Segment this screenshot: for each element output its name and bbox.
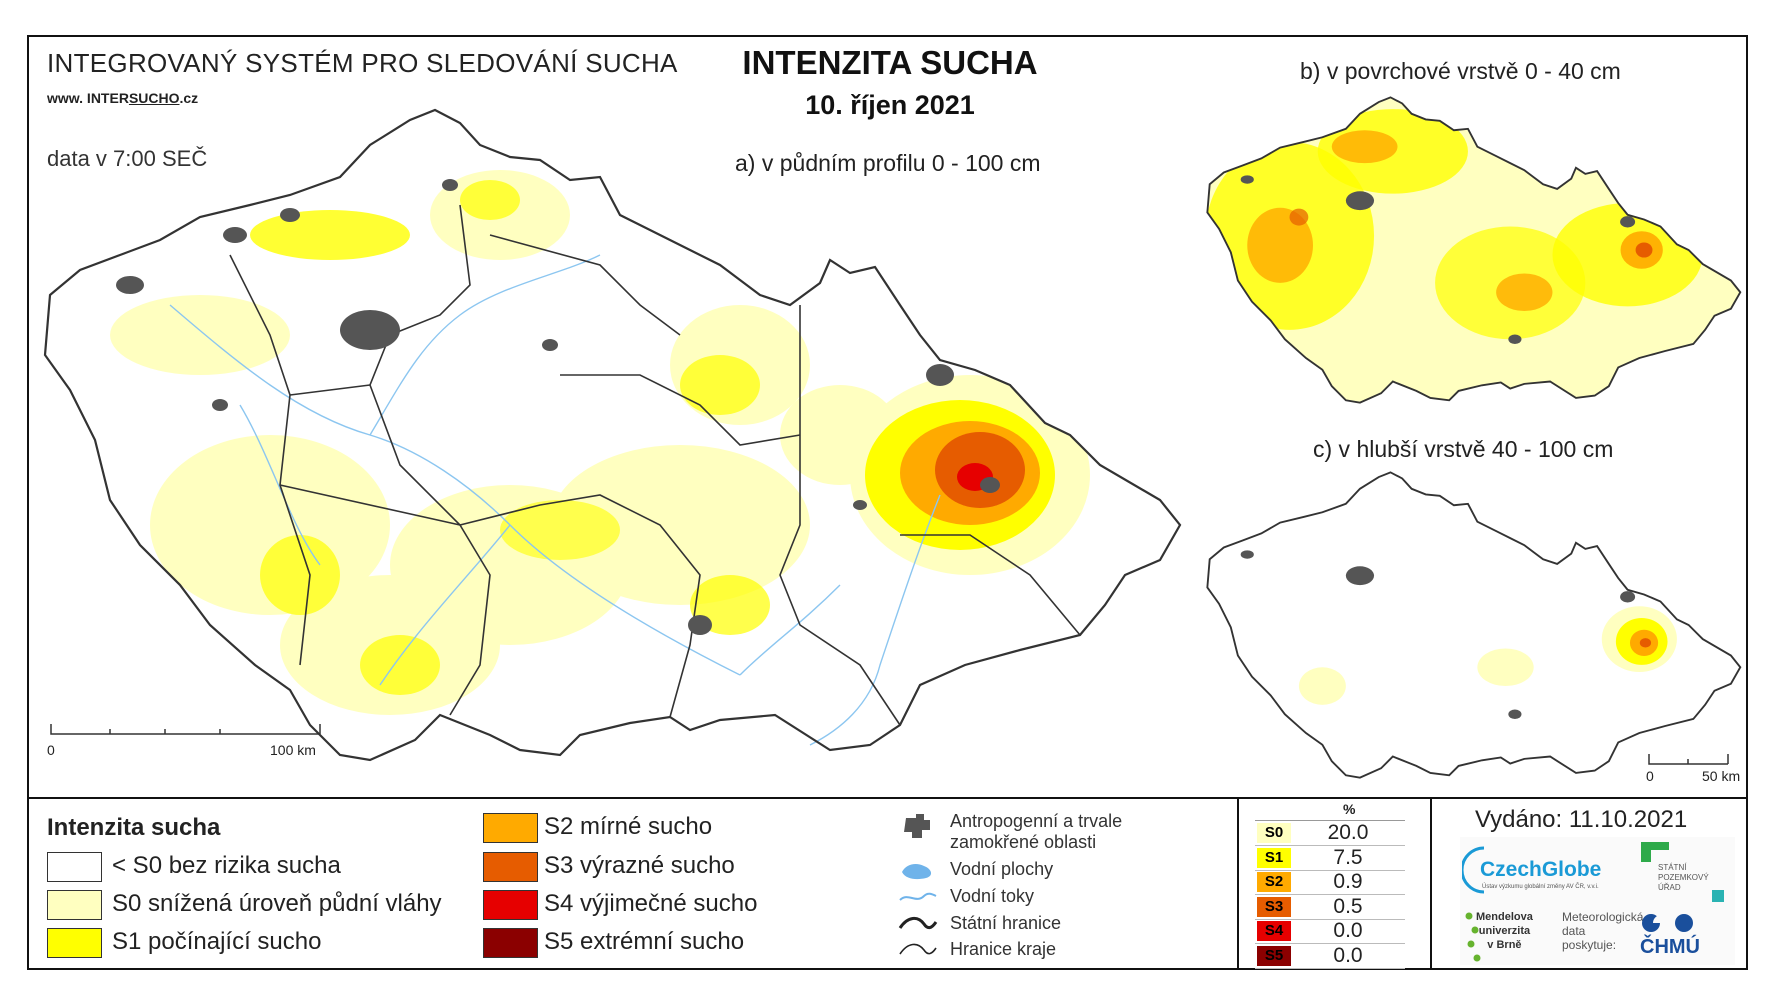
percent-value-s1: 7.5 [1333, 845, 1363, 869]
meteo-line-3: poskytuje: [1562, 938, 1617, 952]
swatch-s2 [483, 813, 538, 843]
scale-bar-main [50, 724, 321, 735]
drought-map-main [43, 108, 1182, 762]
drought-map-surface [1206, 96, 1742, 404]
water-body-icon [902, 864, 932, 880]
urban-area-icon [904, 814, 930, 838]
map-b-label: b) v povrchové vrstvě 0 - 40 cm [1300, 58, 1621, 84]
spu-logo-square [1712, 890, 1724, 902]
map-c-label: c) v hlubší vrstvě 40 - 100 cm [1313, 436, 1614, 462]
percent-code-s1: S1 [1257, 847, 1291, 868]
percent-row-s0: S0 20.0 [1255, 821, 1405, 846]
percent-value-s5: 0.0 [1333, 943, 1363, 967]
scale-small-zero: 0 [1646, 768, 1654, 784]
swatch-s3 [483, 852, 538, 882]
rivers [169, 254, 941, 746]
percent-row-s3: S3 0.5 [1255, 895, 1405, 920]
chmu-name: ČHMÚ [1640, 936, 1700, 958]
mendel-logo-dots [1465, 912, 1481, 962]
meteo-line-1: Meteorologická [1562, 910, 1644, 924]
legend-label-s1: S1 počínající sucho [112, 928, 322, 955]
swatch-below-s0 [47, 852, 102, 882]
percent-row-s5: S5 0.0 [1255, 944, 1405, 969]
legend-label-s2: S2 mírné sucho [544, 813, 713, 840]
legend-title: Intenzita sucha [47, 814, 221, 841]
legend-label-s3: S3 výrazné sucho [544, 852, 735, 879]
region-borders [229, 204, 1081, 726]
spu-line-2: POZEMKOVÝ [1658, 873, 1709, 882]
spu-line-3: ÚŘAD [1658, 883, 1681, 892]
percent-code-s2: S2 [1257, 872, 1291, 892]
spu-text: STÁTNÍ POZEMKOVÝ ÚŘAD [1658, 863, 1709, 893]
czechglobe-logo [1462, 846, 1485, 894]
scale-bar-small [1648, 754, 1729, 765]
legend-label-s0: S0 snížená úroveň půdní vláhy [112, 890, 442, 917]
swatch-s0 [47, 890, 102, 920]
symbol-rivers: Vodní toky [950, 886, 1035, 906]
symbol-state-border: Státní hranice [950, 913, 1062, 933]
swatch-s5 [483, 928, 538, 958]
percent-code-s5: S5 [1257, 945, 1291, 966]
data-time: data v 7:00 SEČ [47, 146, 208, 171]
mendel-line-2: univerzita [1478, 925, 1531, 937]
mendel-line-3: v Brně [1487, 939, 1522, 951]
percent-header: % [1343, 801, 1356, 817]
percent-row-s4: S4 0.0 [1255, 919, 1405, 944]
percent-code-s0: S0 [1257, 823, 1291, 843]
website-link[interactable]: www. INTERSUCHO.cz [47, 90, 198, 106]
legend-label-below-s0: < S0 bez rizika sucha [112, 852, 341, 879]
region-border-icon [899, 943, 937, 955]
czechglobe-name: CzechGlobe [1480, 858, 1602, 881]
swatch-s1 [47, 928, 102, 958]
issued-date: Vydáno: 11.10.2021 [1475, 806, 1688, 833]
percent-value-s0: 20.0 [1327, 821, 1369, 844]
drought-patches [110, 170, 1090, 715]
percent-value-s4: 0.0 [1333, 919, 1363, 942]
meteo-text: Meteorologická data poskytuje: [1562, 910, 1643, 952]
spu-logo-mark [1641, 842, 1651, 862]
symbol-anthropogenic-2: zamokřené oblasti [950, 832, 1097, 852]
percent-value-s3: 0.5 [1333, 894, 1363, 918]
legend-label-s4: S4 výjimečné sucho [544, 890, 758, 917]
state-border [43, 108, 1182, 762]
legend-label-s5: S5 extrémní sucho [544, 928, 745, 955]
website-suffix: .cz [179, 90, 199, 106]
meteo-line-2: data [1562, 924, 1586, 938]
map-frame [27, 35, 1748, 970]
website-prefix: www. INTER [47, 90, 129, 106]
mendel-line-1: Mendelova [1476, 911, 1533, 923]
map-a-label: a) v půdním profilu 0 - 100 cm [735, 150, 1041, 176]
symbol-water-bodies: Vodní plochy [950, 859, 1054, 879]
state-border-icon [898, 917, 938, 930]
percent-code-s3: S3 [1257, 896, 1291, 917]
czechglobe-subtitle: Ústav výzkumu globální změny AV ČR, v.v.… [1482, 884, 1599, 890]
percent-table: % S0 20.0 S1 7.5 S2 0.9 S3 0.5 S4 0.0 S5 0.0 [1255, 800, 1405, 969]
scale-small-end: 50 km [1702, 768, 1741, 784]
symbol-region-border: Hranice kraje [950, 939, 1057, 959]
legend-divider-v2 [1430, 797, 1432, 970]
spu-line-1: STÁTNÍ [1658, 863, 1687, 872]
percent-value-s2: 0.9 [1333, 870, 1363, 893]
symbol-anthropogenic-1: Antropogenní a trvale [950, 811, 1123, 831]
main-title: INTENZITA SUCHA [742, 44, 1038, 81]
website-underlined: SUCHO [128, 90, 180, 106]
spu-logo-mark-2 [1651, 842, 1669, 850]
scale-main-end: 100 km [270, 742, 316, 758]
mendel-text: Mendelova univerzita v Brně [1476, 910, 1533, 952]
swatch-s4 [483, 890, 538, 920]
urban-areas [116, 179, 1000, 635]
main-date: 10. říjen 2021 [805, 90, 975, 120]
river-icon [899, 892, 937, 901]
chmu-logo-mark [1642, 914, 1693, 932]
drought-map-deep [1206, 471, 1742, 779]
legend-divider [27, 797, 1748, 799]
percent-row-s1: S1 7.5 [1255, 846, 1405, 871]
percent-code-s4: S4 [1257, 921, 1291, 941]
logos-panel [1460, 837, 1735, 965]
scale-main-zero: 0 [47, 742, 55, 758]
percent-row-s2: S2 0.9 [1255, 870, 1405, 895]
system-title: INTEGROVANÝ SYSTÉM PRO SLEDOVÁNÍ SUCHA [47, 48, 678, 78]
legend-divider-v1 [1237, 797, 1239, 970]
